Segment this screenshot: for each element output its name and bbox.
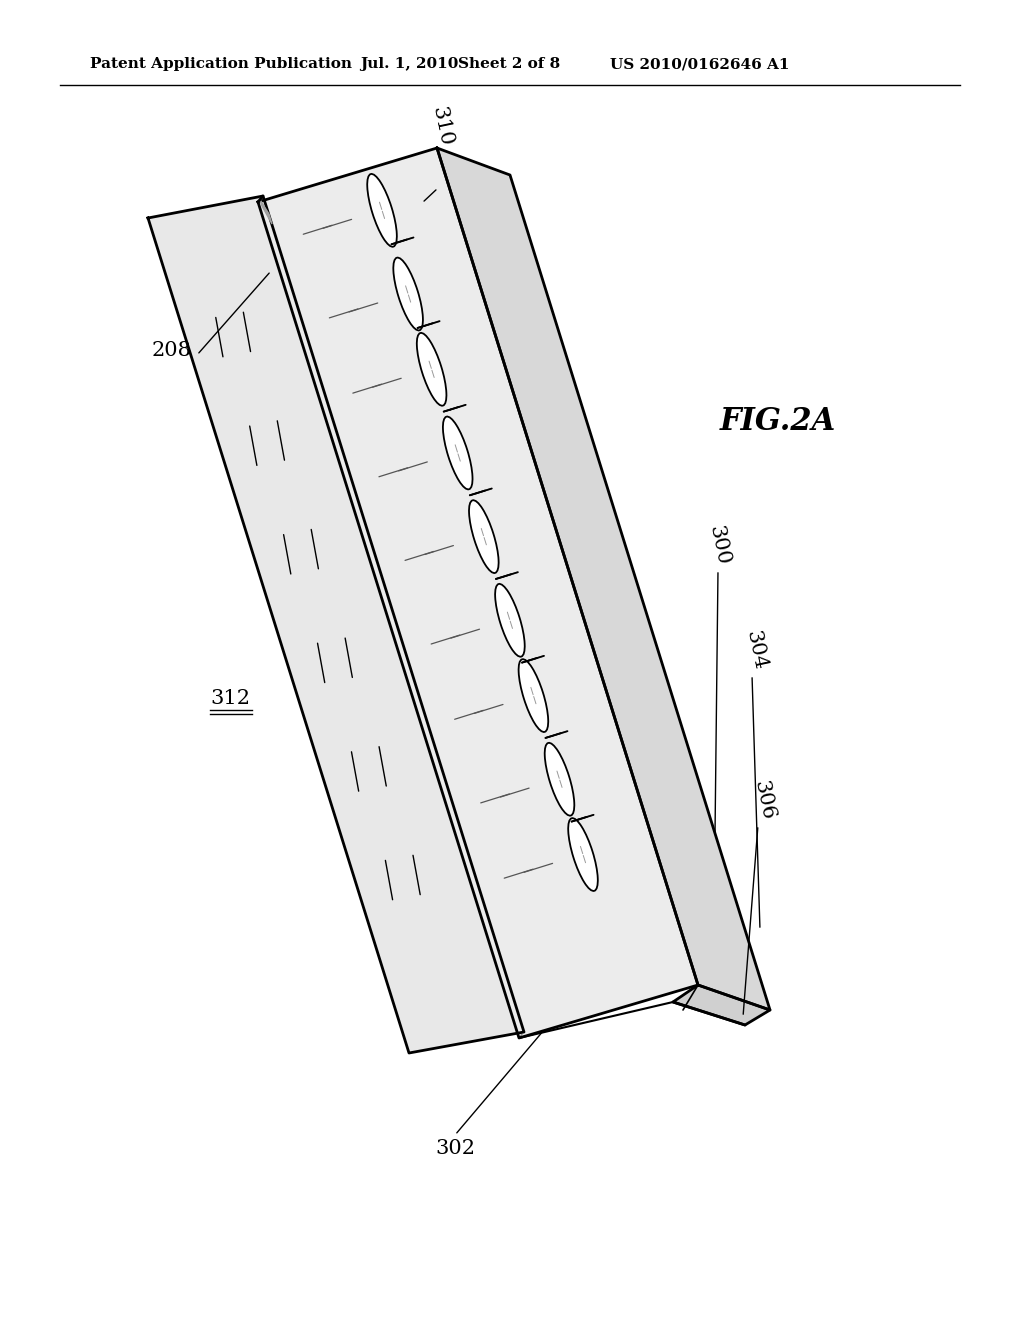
Text: 208: 208 [152,341,191,359]
Ellipse shape [545,743,574,816]
Ellipse shape [568,818,598,891]
Text: 300: 300 [705,524,732,566]
Ellipse shape [393,257,423,330]
Polygon shape [470,488,492,495]
Polygon shape [522,656,544,663]
Polygon shape [437,148,770,1010]
Text: Sheet 2 of 8: Sheet 2 of 8 [458,57,560,71]
Text: 302: 302 [435,1138,475,1158]
Text: 304: 304 [742,628,769,672]
Polygon shape [259,198,272,224]
Ellipse shape [443,417,472,490]
Polygon shape [418,321,439,327]
Ellipse shape [368,174,397,247]
Text: Patent Application Publication: Patent Application Publication [90,57,352,71]
Text: 310: 310 [428,104,455,148]
Ellipse shape [417,333,446,405]
Polygon shape [443,405,466,412]
Polygon shape [571,814,594,821]
Polygon shape [496,572,518,579]
Text: US 2010/0162646 A1: US 2010/0162646 A1 [610,57,790,71]
Ellipse shape [469,500,499,573]
Ellipse shape [518,659,548,733]
Text: FIG.2A: FIG.2A [720,407,837,437]
Text: 306: 306 [750,779,777,821]
Text: 312: 312 [210,689,250,708]
Polygon shape [673,985,770,1026]
Ellipse shape [496,583,524,656]
Text: Jul. 1, 2010: Jul. 1, 2010 [360,57,459,71]
Polygon shape [258,148,698,1038]
Polygon shape [546,731,567,738]
Polygon shape [148,195,524,1053]
Polygon shape [391,238,414,244]
